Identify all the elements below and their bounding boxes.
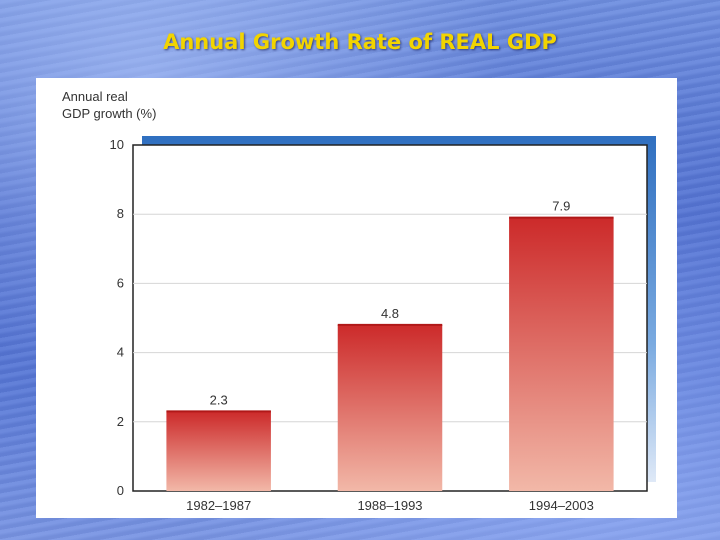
bar-chart: 2.3 4.8 7.9 0 2 4 6 8 10 1982–1987 1988–1993 1994…: [110, 136, 656, 513]
y-axis-label: Annual real GDP growth (%): [62, 88, 192, 122]
slide-title: Annual Growth Rate of REAL GDP: [163, 30, 557, 54]
bar: [509, 217, 614, 491]
y-axis-label-line-1: Annual real: [62, 89, 128, 104]
x-category-label: 1994–2003: [529, 498, 594, 513]
chart-panel: Annual real GDP growth (%) 2.3 4.8 7.9 0 2 4…: [36, 78, 677, 518]
y-tick-label: 0: [117, 483, 124, 498]
y-tick-label: 2: [117, 414, 124, 429]
y-tick-label: 8: [117, 206, 124, 221]
y-tick-label: 6: [117, 275, 124, 290]
x-category-label: 1982–1987: [186, 498, 251, 513]
bar-data-label: 7.9: [552, 199, 570, 214]
y-tick-label: 10: [110, 137, 124, 152]
bar-data-label: 4.8: [381, 306, 399, 321]
y-tick-label: 4: [117, 345, 124, 360]
bar-data-label: 2.3: [210, 392, 228, 407]
y-axis-label-line-2: GDP growth (%): [62, 106, 157, 121]
bar: [337, 324, 443, 491]
bar: [166, 411, 271, 491]
x-category-label: 1988–1993: [357, 498, 422, 513]
